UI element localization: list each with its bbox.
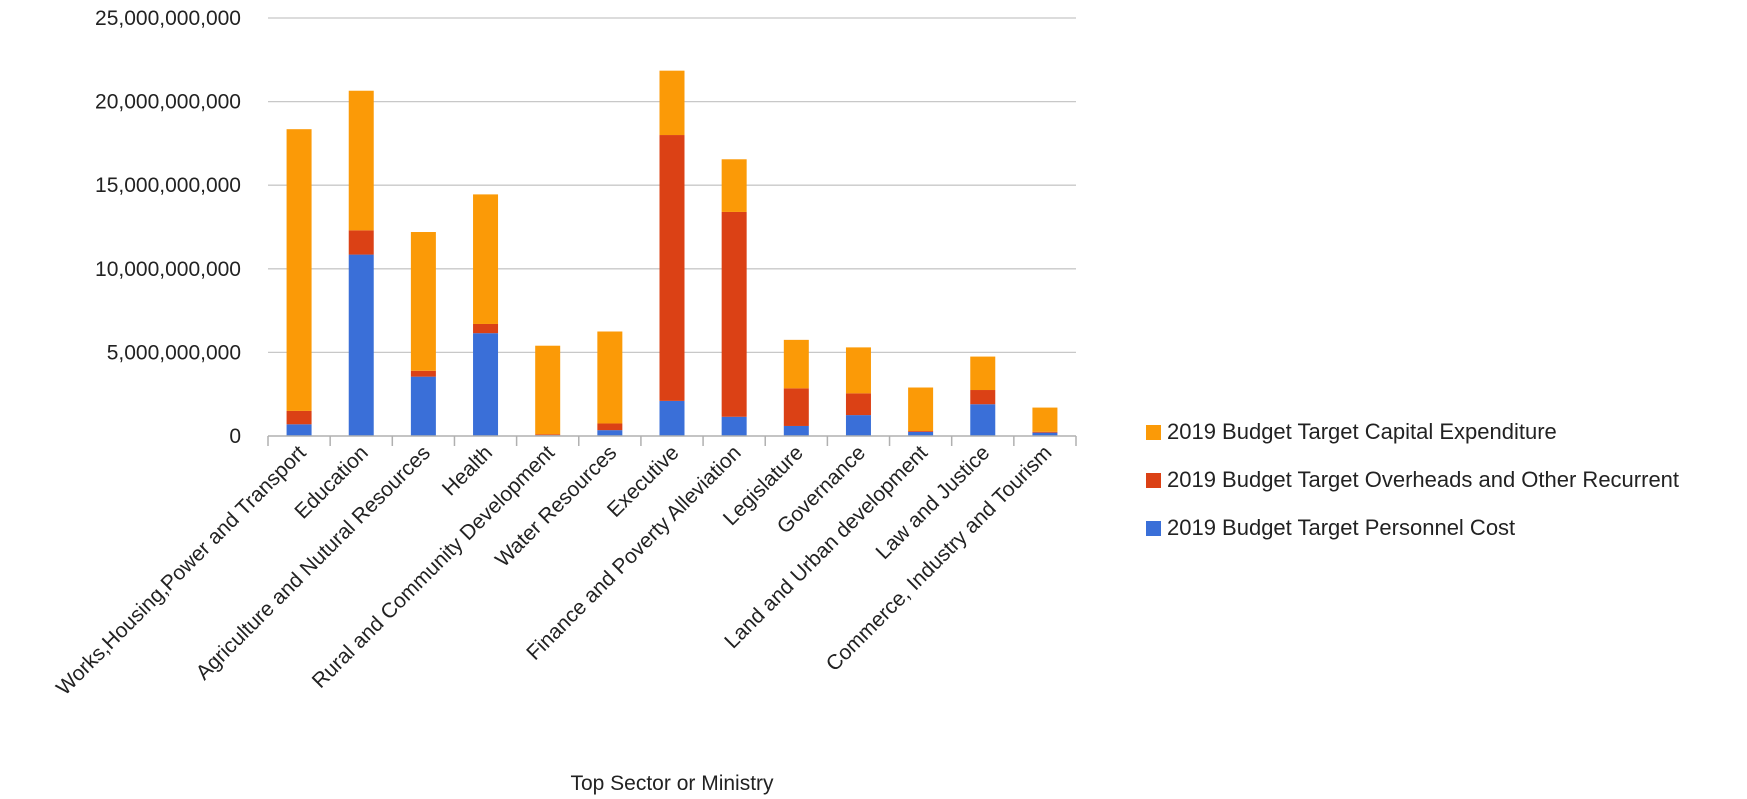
legend-label: 2019 Budget Target Capital Expenditure [1167, 419, 1557, 444]
bar-segment [908, 430, 934, 432]
legend-item: 2019 Budget Target Capital Expenditure [1146, 418, 1679, 446]
y-tick-label: 25,000,000,000 [95, 7, 241, 30]
bar-segment [721, 211, 747, 417]
x-category-label: Law and Justice [872, 441, 995, 564]
bar-segment [473, 333, 499, 436]
bar-segment [845, 393, 871, 416]
bar-segment [908, 387, 934, 431]
bar-segment [783, 388, 809, 426]
x-axis [267, 435, 1077, 446]
bar-segment [410, 232, 436, 371]
bar-segment [721, 159, 747, 212]
bars [286, 70, 1058, 436]
bar-segment [410, 370, 436, 377]
bar-segment [597, 331, 623, 424]
legend-swatch [1146, 424, 1161, 440]
bar-segment [1032, 431, 1058, 433]
y-tick-label: 15,000,000,000 [95, 174, 241, 197]
bar-segment [845, 415, 871, 436]
bar-segment [659, 135, 685, 401]
bar-segment [348, 254, 374, 436]
y-tick-label: 10,000,000,000 [95, 258, 241, 281]
bar-segment [286, 424, 312, 436]
x-category-label: Commerce, Industry and Tourism [822, 441, 1057, 676]
bar-segment [659, 70, 685, 136]
legend-item: 2019 Budget Target Personnel Cost [1146, 514, 1679, 542]
y-tick-label: 5,000,000,000 [107, 341, 241, 364]
bar-segment [783, 425, 809, 436]
bar-segment [473, 194, 499, 324]
bar-segment [348, 230, 374, 255]
bar-segment [286, 410, 312, 425]
legend-swatch [1146, 472, 1161, 488]
bar-segment [348, 90, 374, 231]
bar-segment [970, 356, 996, 391]
bar-segment [659, 400, 685, 436]
x-category-label: Agriculture and Nutural Resources [192, 441, 435, 684]
y-tick-label: 0 [229, 425, 241, 448]
legend-item: 2019 Budget Target Overheads and Other R… [1146, 466, 1679, 494]
x-category-label: Works,Housing,Power and Transport [52, 441, 311, 700]
legend: 2019 Budget Target Capital Expenditure 20… [1146, 418, 1679, 562]
legend-label: 2019 Budget Target Overheads and Other R… [1167, 467, 1680, 492]
x-category-label: Water Resources [491, 441, 621, 571]
bar-segment [535, 434, 561, 436]
y-tick-label: 20,000,000,000 [95, 91, 241, 114]
x-axis-title: Top Sector or Ministry [570, 772, 774, 795]
x-category-label: Health [438, 441, 497, 500]
bar-segment [783, 339, 809, 389]
bar-segment [1032, 432, 1058, 436]
bar-segment [908, 431, 934, 436]
bar-segment [410, 376, 436, 436]
bar-segment [970, 404, 996, 436]
bar-segment [535, 345, 561, 435]
legend-label: 2019 Budget Target Personnel Cost [1167, 515, 1516, 540]
bar-segment [473, 323, 499, 334]
bar-segment [597, 423, 623, 431]
bar-segment [597, 430, 623, 436]
y-axis-tick-labels: 0 5,000,000,000 10,000,000,000 15,000,000,0… [95, 7, 241, 448]
bar-segment [845, 347, 871, 394]
bar-segment [721, 416, 747, 436]
bar-segment [1032, 407, 1058, 432]
legend-swatch [1146, 520, 1161, 536]
bar-segment [286, 129, 312, 411]
bar-segment [970, 390, 996, 405]
x-axis-category-labels: Works,Housing,Power and TransportEducati… [52, 441, 1056, 700]
